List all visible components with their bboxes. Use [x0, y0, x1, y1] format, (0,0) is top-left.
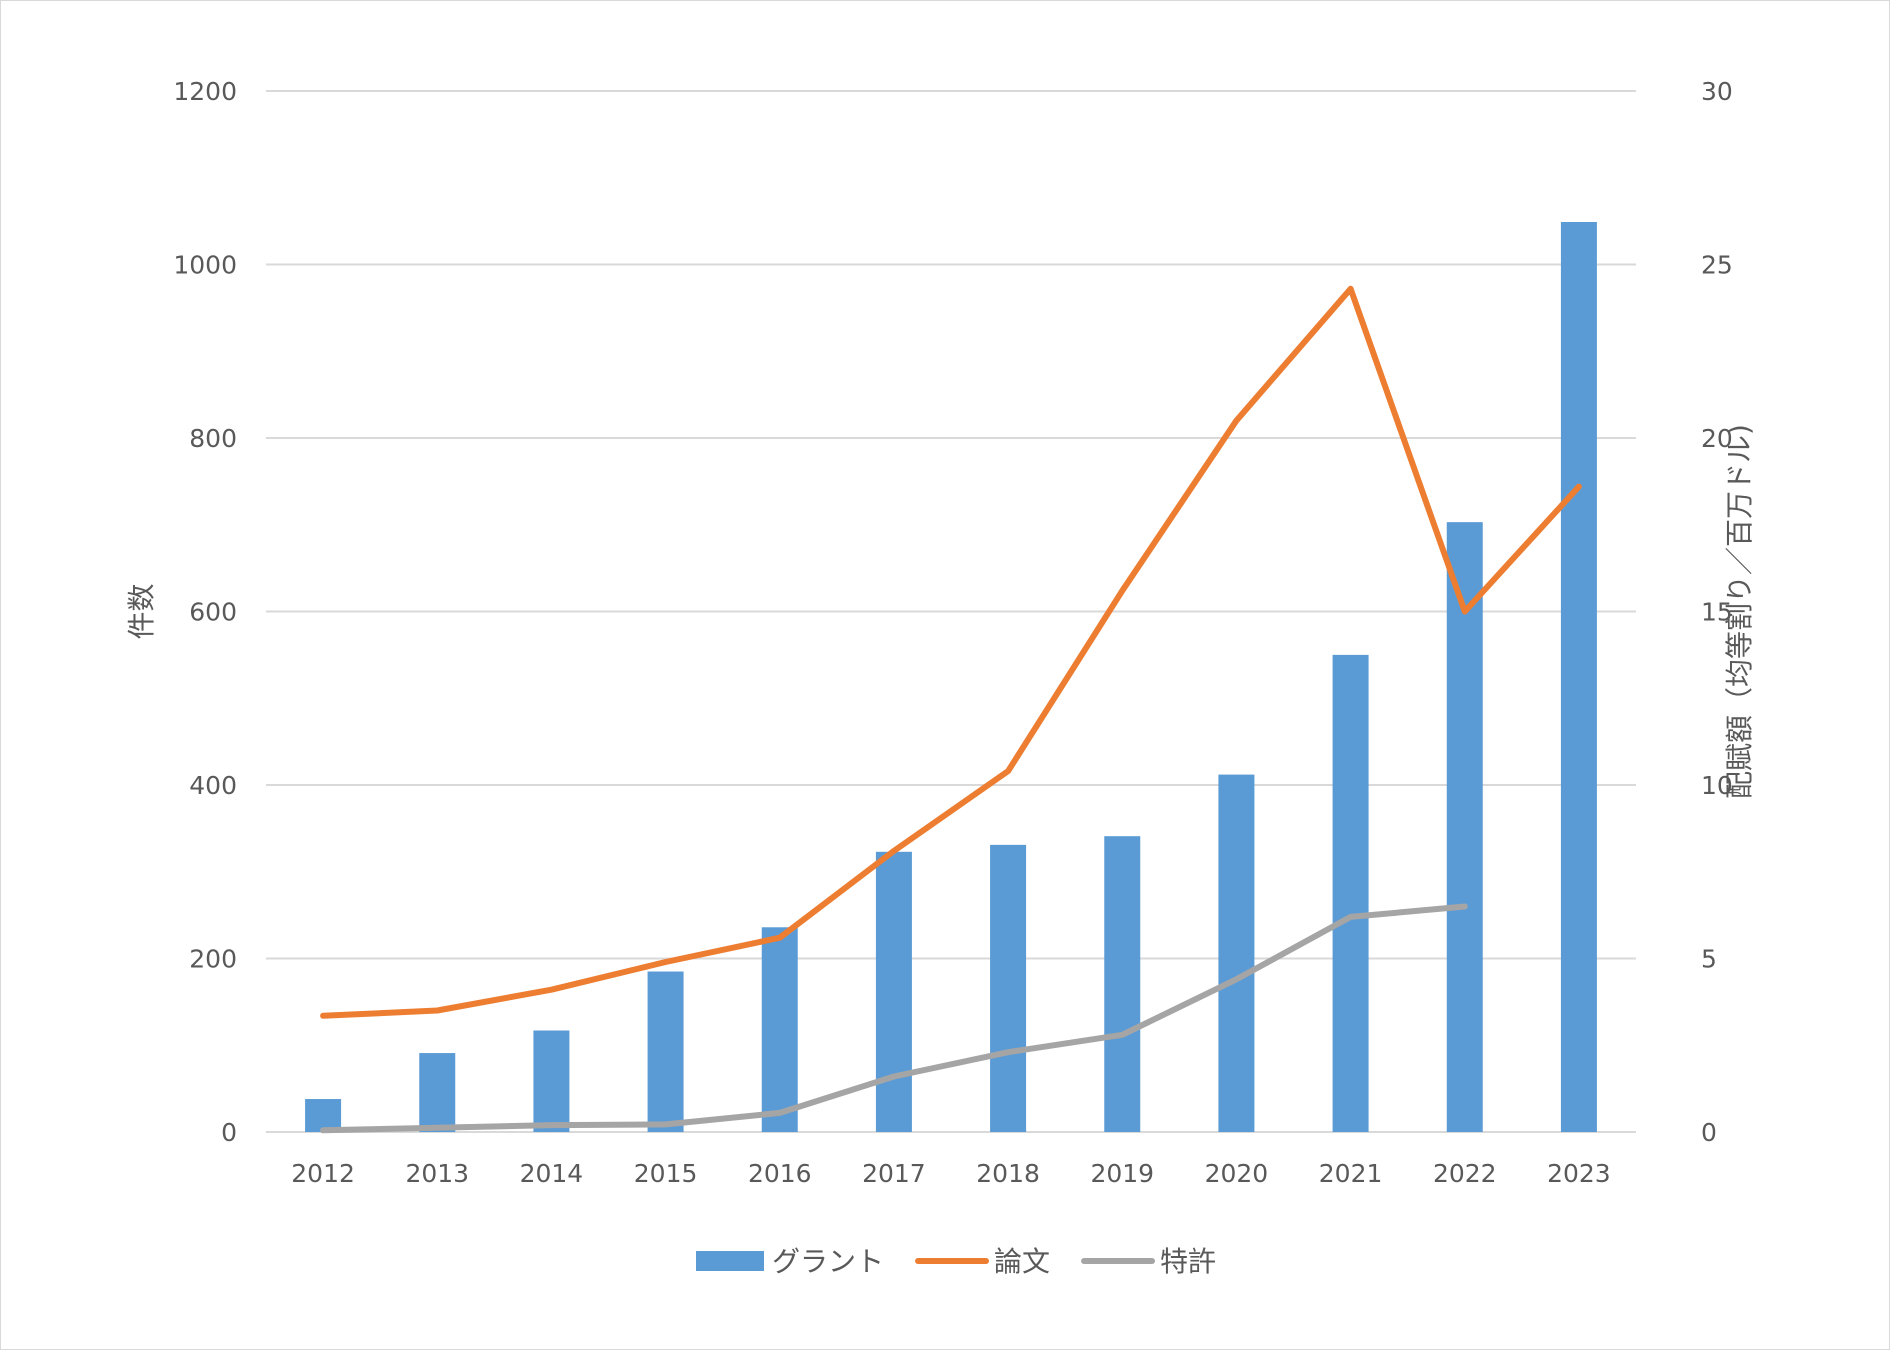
- left-tick-label: 400: [189, 771, 237, 800]
- right-axis-ticks: 0 5 10 15 20 25 30: [1701, 77, 1733, 1147]
- bar-2019: [1104, 836, 1141, 1132]
- bar-2023: [1560, 221, 1597, 1132]
- bar-2014: [533, 1030, 570, 1132]
- right-tick-label: 15: [1701, 598, 1733, 627]
- left-tick-label: 800: [189, 424, 237, 453]
- legend-label: 論文: [994, 1245, 1050, 1278]
- left-tick-label: 0: [221, 1118, 237, 1147]
- bar-series-grant: [305, 221, 1597, 1132]
- bar-2015: [647, 971, 684, 1132]
- left-tick-label: 600: [189, 598, 237, 627]
- left-tick-label: 200: [189, 945, 237, 974]
- right-tick-label: 30: [1701, 77, 1733, 106]
- left-tick-label: 1200: [173, 77, 237, 106]
- bar-2018: [990, 844, 1027, 1132]
- gridlines: [266, 90, 1636, 1133]
- left-axis-ticks: 0 200 400 600 800 1000 1200: [173, 77, 237, 1147]
- left-axis-title: 件数: [125, 583, 158, 639]
- right-tick-label: 20: [1701, 424, 1733, 453]
- x-axis-ticks: 2012 2013 2014 2015 2016 2017 2018 2019 2020 2021…: [291, 1159, 1610, 1188]
- right-tick-label: 5: [1701, 945, 1717, 974]
- legend-label: 特許: [1160, 1245, 1216, 1278]
- legend: グラント 論文 特許: [696, 1245, 1216, 1278]
- x-tick-label: 2016: [748, 1159, 812, 1188]
- x-tick-label: 2021: [1319, 1159, 1383, 1188]
- line-series: [320, 285, 1582, 1134]
- right-tick-label: 25: [1701, 251, 1733, 280]
- right-axis-title: 配賦額（均等割り／百万ドル): [1723, 424, 1756, 799]
- x-tick-label: 2013: [405, 1159, 469, 1188]
- bar-2012: [305, 1099, 342, 1132]
- x-tick-label: 2020: [1205, 1159, 1269, 1188]
- x-tick-label: 2018: [976, 1159, 1040, 1188]
- right-tick-label: 0: [1701, 1118, 1717, 1147]
- bar-2020: [1218, 774, 1255, 1132]
- bar-2022: [1446, 522, 1483, 1132]
- left-tick-label: 1000: [173, 251, 237, 280]
- line-series-2: [320, 903, 1468, 1134]
- x-tick-label: 2022: [1433, 1159, 1497, 1188]
- x-tick-label: 2017: [862, 1159, 926, 1188]
- bar-2013: [419, 1053, 456, 1132]
- legend-label: グラント: [772, 1245, 884, 1278]
- x-tick-label: 2023: [1547, 1159, 1611, 1188]
- bar-2016: [761, 927, 798, 1132]
- bar-2021: [1332, 654, 1369, 1132]
- bar-2017: [875, 851, 912, 1132]
- x-tick-label: 2014: [520, 1159, 584, 1188]
- line-series-1: [320, 285, 1582, 1019]
- x-tick-label: 2012: [291, 1159, 355, 1188]
- right-tick-label: 10: [1701, 771, 1733, 800]
- x-tick-label: 2015: [634, 1159, 698, 1188]
- legend-swatch: [696, 1251, 764, 1271]
- x-tick-label: 2019: [1090, 1159, 1154, 1188]
